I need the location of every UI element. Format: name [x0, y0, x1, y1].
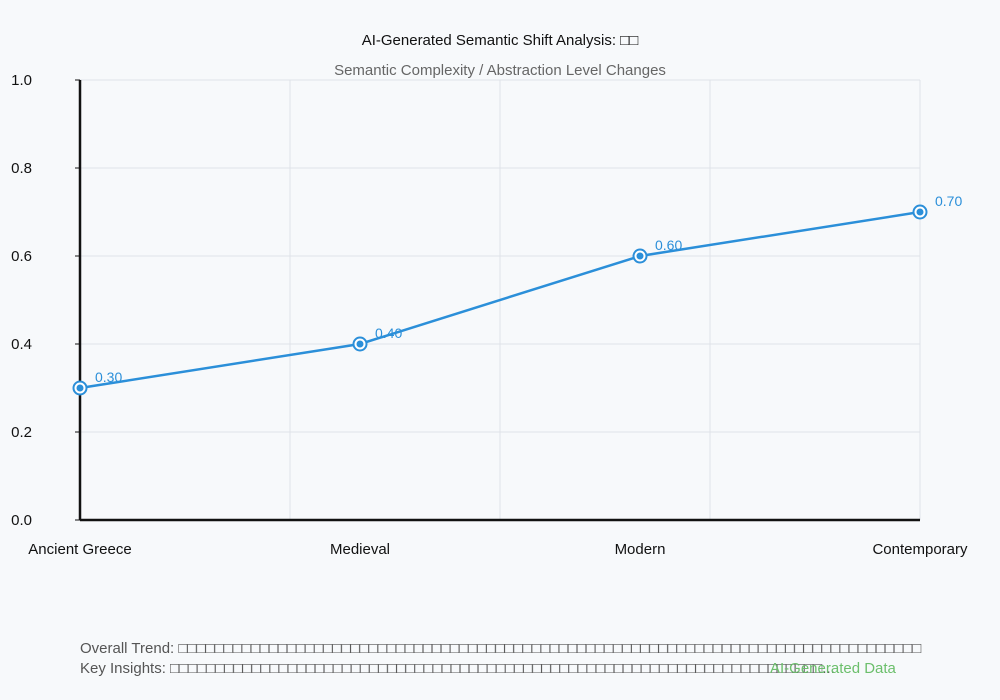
y-axis-ticks: 0.0 0.2 0.4 0.6 0.8 1.0 — [11, 72, 80, 529]
grid-lines — [79, 79, 921, 521]
ai-generated-watermark: AI-Generated Data — [770, 660, 896, 677]
chart-title: AI-Generated Semantic Shift Analysis: □□ — [362, 32, 639, 49]
x-tick-label: Ancient Greece — [28, 541, 131, 558]
y-tick-label: 0.4 — [11, 336, 32, 353]
y-tick-label: 0.0 — [11, 512, 32, 529]
x-tick-label: Contemporary — [872, 541, 968, 558]
key-insights-text: Key Insights: □□□□□□□□□□□□□□□□□□□□□□□□□□… — [80, 660, 835, 677]
data-point — [916, 208, 924, 216]
data-label: 0.60 — [655, 237, 682, 253]
x-tick-label: Medieval — [330, 541, 390, 558]
data-label: 0.40 — [375, 325, 402, 341]
data-label: 0.30 — [95, 369, 122, 385]
y-tick-label: 1.0 — [11, 72, 32, 89]
data-point — [76, 384, 84, 392]
axes — [78, 80, 920, 522]
x-tick-label: Modern — [615, 541, 666, 558]
chart-subtitle: Semantic Complexity / Abstraction Level … — [334, 62, 666, 79]
overall-trend-text: Overall Trend: □□□□□□□□□□□□□□□□□□□□□□□□□… — [80, 640, 922, 657]
series-layer: 0.30 0.40 0.60 0.70 — [72, 193, 962, 396]
y-tick-label: 0.6 — [11, 248, 32, 265]
data-point — [636, 252, 644, 260]
x-axis-ticks: Ancient Greece Medieval Modern Contemporary — [28, 541, 968, 558]
y-tick-label: 0.2 — [11, 424, 32, 441]
series-line — [79, 210, 921, 390]
data-label: 0.70 — [935, 193, 962, 209]
data-point — [356, 340, 364, 348]
y-tick-label: 0.8 — [11, 160, 32, 177]
